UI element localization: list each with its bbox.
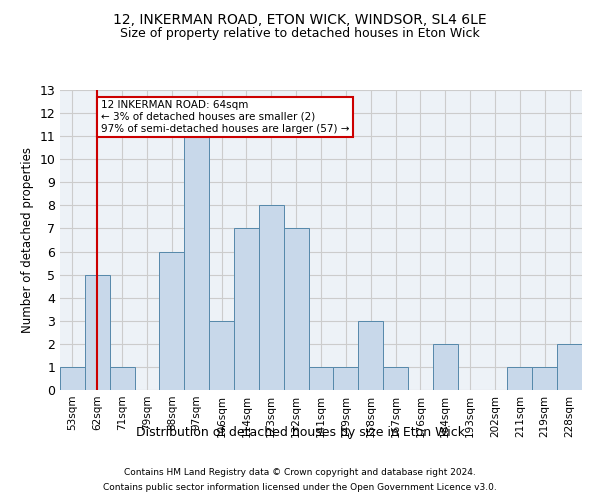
Bar bbox=[85, 274, 110, 390]
Text: 12, INKERMAN ROAD, ETON WICK, WINDSOR, SL4 6LE: 12, INKERMAN ROAD, ETON WICK, WINDSOR, S… bbox=[113, 12, 487, 26]
Bar bbox=[234, 228, 259, 390]
Bar bbox=[508, 367, 532, 390]
Text: Distribution of detached houses by size in Eton Wick: Distribution of detached houses by size … bbox=[136, 426, 464, 439]
Bar bbox=[259, 206, 284, 390]
Text: Size of property relative to detached houses in Eton Wick: Size of property relative to detached ho… bbox=[120, 28, 480, 40]
Bar bbox=[60, 367, 85, 390]
Bar bbox=[308, 367, 334, 390]
Bar bbox=[184, 136, 209, 390]
Bar bbox=[358, 321, 383, 390]
Bar bbox=[433, 344, 458, 390]
Bar bbox=[557, 344, 582, 390]
Bar bbox=[284, 228, 308, 390]
Bar bbox=[383, 367, 408, 390]
Bar bbox=[209, 321, 234, 390]
Bar bbox=[160, 252, 184, 390]
Y-axis label: Number of detached properties: Number of detached properties bbox=[21, 147, 34, 333]
Text: Contains HM Land Registry data © Crown copyright and database right 2024.: Contains HM Land Registry data © Crown c… bbox=[124, 468, 476, 477]
Text: 12 INKERMAN ROAD: 64sqm
← 3% of detached houses are smaller (2)
97% of semi-deta: 12 INKERMAN ROAD: 64sqm ← 3% of detached… bbox=[101, 100, 350, 134]
Bar bbox=[532, 367, 557, 390]
Text: Contains public sector information licensed under the Open Government Licence v3: Contains public sector information licen… bbox=[103, 483, 497, 492]
Bar bbox=[334, 367, 358, 390]
Bar bbox=[110, 367, 134, 390]
